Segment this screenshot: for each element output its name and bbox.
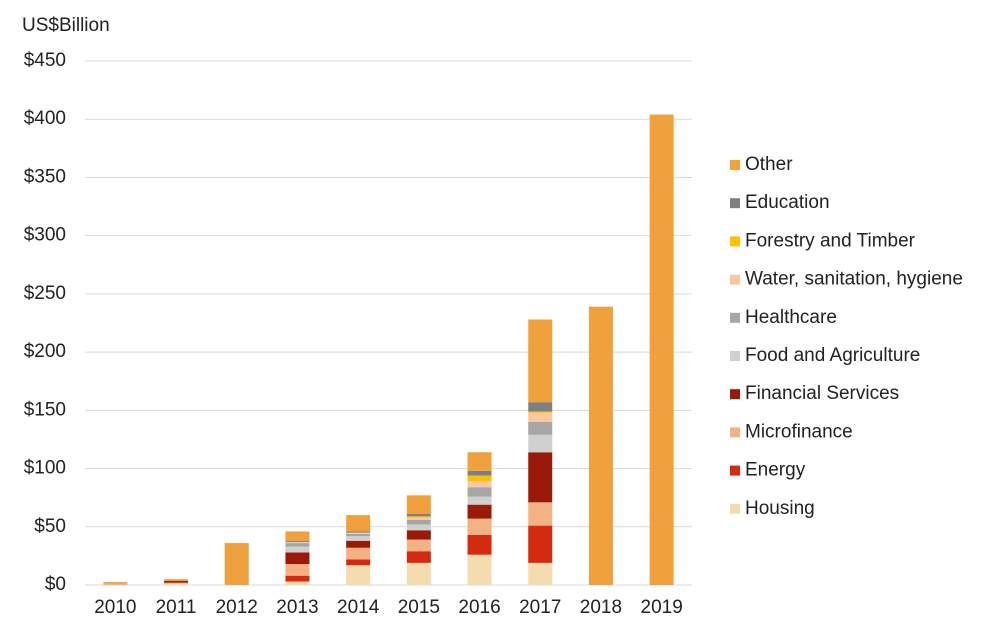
bar-segment bbox=[164, 579, 189, 581]
legend-label: Other bbox=[745, 154, 793, 175]
bar-segment bbox=[406, 551, 431, 563]
x-tick-label: 2018 bbox=[580, 597, 622, 618]
legend-swatch bbox=[730, 427, 740, 438]
y-tick-label: $200 bbox=[24, 341, 66, 362]
legend-label: Education bbox=[745, 192, 830, 213]
x-tick-label: 2017 bbox=[519, 597, 561, 618]
bar-segment bbox=[528, 452, 553, 503]
bar-segment bbox=[528, 525, 553, 563]
bar-segment bbox=[285, 552, 310, 565]
bar-segment bbox=[346, 565, 371, 585]
bar-segment bbox=[285, 541, 310, 544]
legend-label: Water, sanitation, hygiene bbox=[745, 269, 963, 290]
bar-segment bbox=[467, 504, 492, 519]
y-tick-label: $100 bbox=[24, 458, 66, 479]
bar-segment bbox=[467, 554, 492, 585]
bar-segment bbox=[346, 531, 371, 533]
bar-segment bbox=[406, 519, 431, 525]
bar-segment bbox=[406, 530, 431, 540]
bar-segment bbox=[285, 581, 310, 585]
legend-swatch bbox=[730, 465, 740, 476]
y-tick-label: $0 bbox=[45, 574, 66, 595]
bar-segment bbox=[528, 412, 553, 422]
bar-segment bbox=[103, 583, 128, 585]
legend-label: Healthcare bbox=[745, 307, 837, 328]
legend-swatch bbox=[730, 198, 740, 209]
bar-segment bbox=[164, 583, 189, 585]
bar-segment bbox=[164, 580, 189, 583]
legend-label: Forestry and Timber bbox=[745, 230, 916, 251]
bar-segment bbox=[467, 475, 492, 482]
bar-segment bbox=[528, 421, 553, 435]
bar-segment bbox=[406, 517, 431, 520]
y-tick-label: $300 bbox=[24, 225, 66, 246]
bar-segment bbox=[467, 518, 492, 535]
y-tick-label: $150 bbox=[24, 399, 66, 420]
bar-segment bbox=[164, 582, 189, 584]
legend-label: Energy bbox=[745, 460, 806, 481]
bar-segment bbox=[346, 533, 371, 537]
y-axis-title: US$Billion bbox=[22, 15, 110, 36]
bar-segment bbox=[467, 470, 492, 476]
bar-segment bbox=[406, 562, 431, 585]
bar-segment bbox=[528, 562, 553, 585]
x-tick-label: 2013 bbox=[276, 597, 318, 618]
bar-segment bbox=[346, 515, 371, 532]
x-tick-label: 2012 bbox=[216, 597, 258, 618]
legend-label: Food and Agriculture bbox=[745, 345, 920, 366]
y-tick-label: $400 bbox=[24, 108, 66, 129]
bar-segment bbox=[406, 495, 431, 514]
x-tick-label: 2019 bbox=[641, 597, 683, 618]
bar-segment bbox=[224, 543, 249, 585]
bar-segment bbox=[285, 531, 310, 541]
bar-segment bbox=[103, 582, 128, 584]
legend-label: Microfinance bbox=[745, 421, 853, 442]
x-tick-label: 2014 bbox=[337, 597, 380, 618]
bar-segment bbox=[285, 564, 310, 576]
legend-swatch bbox=[730, 236, 740, 247]
x-tick-label: 2010 bbox=[94, 597, 136, 618]
bar-segment bbox=[528, 411, 553, 413]
bar-segment bbox=[528, 319, 553, 403]
bar-segment bbox=[467, 496, 492, 505]
bar-segment bbox=[346, 536, 371, 541]
bar-segment bbox=[406, 539, 431, 552]
bar-segment bbox=[406, 513, 431, 517]
y-tick-label: $450 bbox=[24, 50, 66, 71]
bar-segment bbox=[588, 306, 613, 585]
legend-swatch bbox=[730, 160, 740, 170]
bar-segment bbox=[346, 547, 371, 560]
legend-label: Financial Services bbox=[745, 383, 899, 404]
legend-swatch bbox=[730, 389, 740, 400]
bar-segment bbox=[346, 559, 371, 566]
bar-segment bbox=[467, 487, 492, 497]
bar-segment bbox=[467, 481, 492, 488]
y-tick-label: $250 bbox=[24, 283, 66, 304]
legend-swatch bbox=[730, 351, 740, 361]
legend-swatch bbox=[730, 312, 740, 323]
bar-segment bbox=[285, 540, 310, 542]
x-tick-label: 2015 bbox=[398, 597, 440, 618]
legend-swatch bbox=[730, 274, 740, 285]
bar-segment bbox=[467, 534, 492, 555]
bar-segment bbox=[346, 532, 371, 534]
bar-segment bbox=[406, 516, 431, 518]
bar-segment bbox=[285, 543, 310, 547]
legend-label: Housing bbox=[745, 498, 815, 519]
bar-segment bbox=[528, 502, 553, 526]
x-tick-label: 2016 bbox=[458, 597, 500, 618]
y-tick-label: $350 bbox=[24, 166, 66, 187]
x-tick-label: 2011 bbox=[156, 597, 197, 618]
bar-segment bbox=[467, 452, 492, 471]
y-tick-label: $50 bbox=[34, 516, 66, 537]
bar-segment bbox=[285, 546, 310, 553]
bar-segment bbox=[649, 114, 674, 585]
bar-segment bbox=[528, 402, 553, 412]
bar-segment bbox=[528, 434, 553, 453]
bar-segment bbox=[285, 575, 310, 582]
legend-swatch bbox=[730, 503, 740, 514]
bar-segment bbox=[406, 524, 431, 531]
bar-segment bbox=[346, 540, 371, 548]
